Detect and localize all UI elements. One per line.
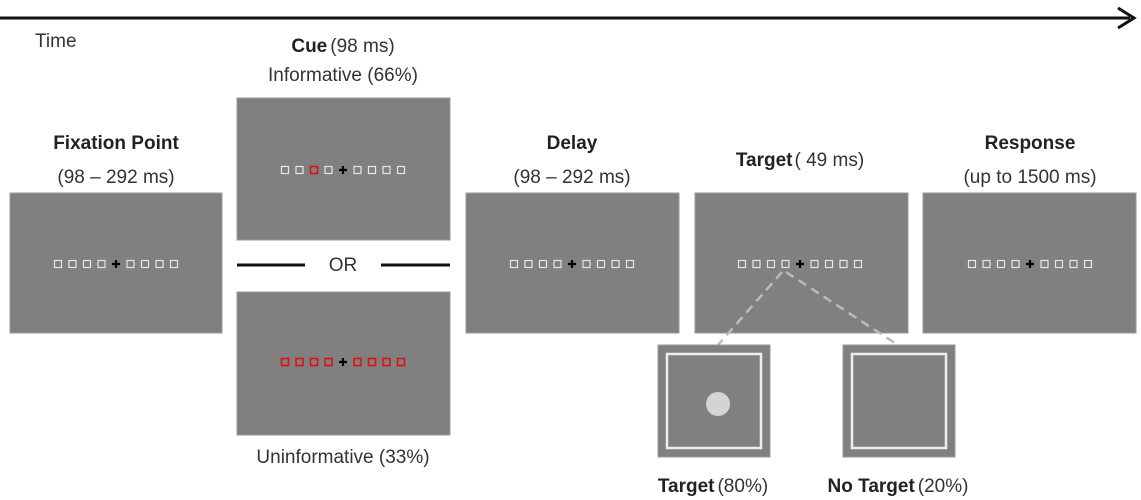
fixation-duration: (98 – 292 ms)	[57, 167, 174, 188]
placeholder-box	[553, 259, 562, 269]
cue-informative: Informative (66%)	[268, 65, 418, 86]
fixation-cross	[339, 358, 347, 366]
placeholder-box	[324, 357, 333, 367]
placeholder-box	[280, 357, 290, 367]
cue-heading: Cue (98 ms)	[291, 36, 394, 57]
placeholder-box	[524, 259, 533, 269]
placeholder-box	[140, 259, 150, 269]
placeholder-box	[1069, 259, 1078, 269]
outcome-probability: (20%)	[918, 476, 969, 497]
placeholder-box	[596, 259, 606, 269]
zoom-line	[785, 270, 899, 347]
placeholder-box	[1054, 259, 1064, 269]
fixation-cross	[1026, 260, 1034, 268]
placeholder-box	[367, 357, 377, 367]
cue-duration: (98 ms)	[330, 36, 394, 57]
zoom-line	[717, 271, 783, 346]
placeholder-box	[839, 259, 848, 269]
placeholder-box	[382, 165, 391, 175]
placeholder-box	[766, 259, 776, 269]
fixation-cross	[568, 260, 576, 268]
outcome-label: No Target (20%)	[828, 476, 969, 497]
target-dot	[706, 392, 730, 416]
target-heading: Target( 49 ms)	[736, 150, 864, 171]
placeholder-frame	[665, 352, 763, 450]
placeholder-box	[295, 165, 304, 175]
placeholder-box	[280, 165, 290, 175]
placeholder-box	[309, 165, 319, 175]
cue-title: Cue	[291, 36, 327, 57]
placeholder-box	[1040, 259, 1049, 269]
placeholder-box	[367, 165, 377, 175]
outcome-title: No Target	[828, 476, 916, 497]
placeholder-box	[353, 165, 362, 175]
placeholder-box	[382, 357, 391, 367]
placeholder-box	[155, 259, 164, 269]
placeholder-box	[752, 259, 761, 269]
or-separator: OR	[329, 255, 358, 276]
placeholder-box	[68, 259, 77, 269]
placeholder-box	[853, 259, 863, 269]
no-target-zoom	[842, 344, 956, 458]
placeholder-box	[396, 165, 406, 175]
placeholder-box	[996, 259, 1006, 269]
placeholder-box	[97, 259, 106, 269]
placeholder-box	[396, 357, 406, 367]
placeholder-box	[611, 259, 620, 269]
outcome-probability: (80%)	[717, 476, 768, 497]
fixation-title: Fixation Point	[53, 133, 179, 154]
arrow-head	[1117, 6, 1137, 30]
placeholder-box	[126, 259, 135, 269]
placeholder-box	[967, 259, 977, 269]
target-title: Target	[736, 150, 793, 171]
placeholder-box	[1011, 259, 1020, 269]
outcome-title: Target	[658, 476, 715, 497]
outcome-label: Target (80%)	[658, 476, 768, 497]
placeholder-box	[810, 259, 819, 269]
time-label: Time	[35, 31, 77, 52]
fixation-cross	[796, 260, 804, 268]
fixation-cross	[112, 260, 120, 268]
placeholder-box	[169, 259, 179, 269]
cue-uninformative: Uninformative (33%)	[256, 447, 429, 468]
placeholder-frame	[850, 352, 948, 450]
target-duration: ( 49 ms)	[794, 150, 864, 171]
placeholder-box	[781, 259, 790, 269]
response-title: Response	[985, 133, 1076, 154]
placeholder-box	[538, 259, 548, 269]
placeholder-box	[737, 259, 747, 269]
placeholder-box	[509, 259, 519, 269]
fixation-cross	[339, 166, 347, 174]
placeholder-box	[982, 259, 991, 269]
placeholder-box	[1083, 259, 1093, 269]
placeholder-box	[353, 357, 362, 367]
placeholder-box	[582, 259, 591, 269]
placeholder-box	[309, 357, 319, 367]
placeholder-box	[824, 259, 834, 269]
delay-duration: (98 – 292 ms)	[513, 167, 630, 188]
placeholder-box	[82, 259, 92, 269]
delay-title: Delay	[547, 133, 598, 154]
placeholder-box	[625, 259, 635, 269]
placeholder-box	[295, 357, 304, 367]
response-duration: (up to 1500 ms)	[963, 167, 1096, 188]
placeholder-box	[324, 165, 333, 175]
placeholder-box	[53, 259, 63, 269]
